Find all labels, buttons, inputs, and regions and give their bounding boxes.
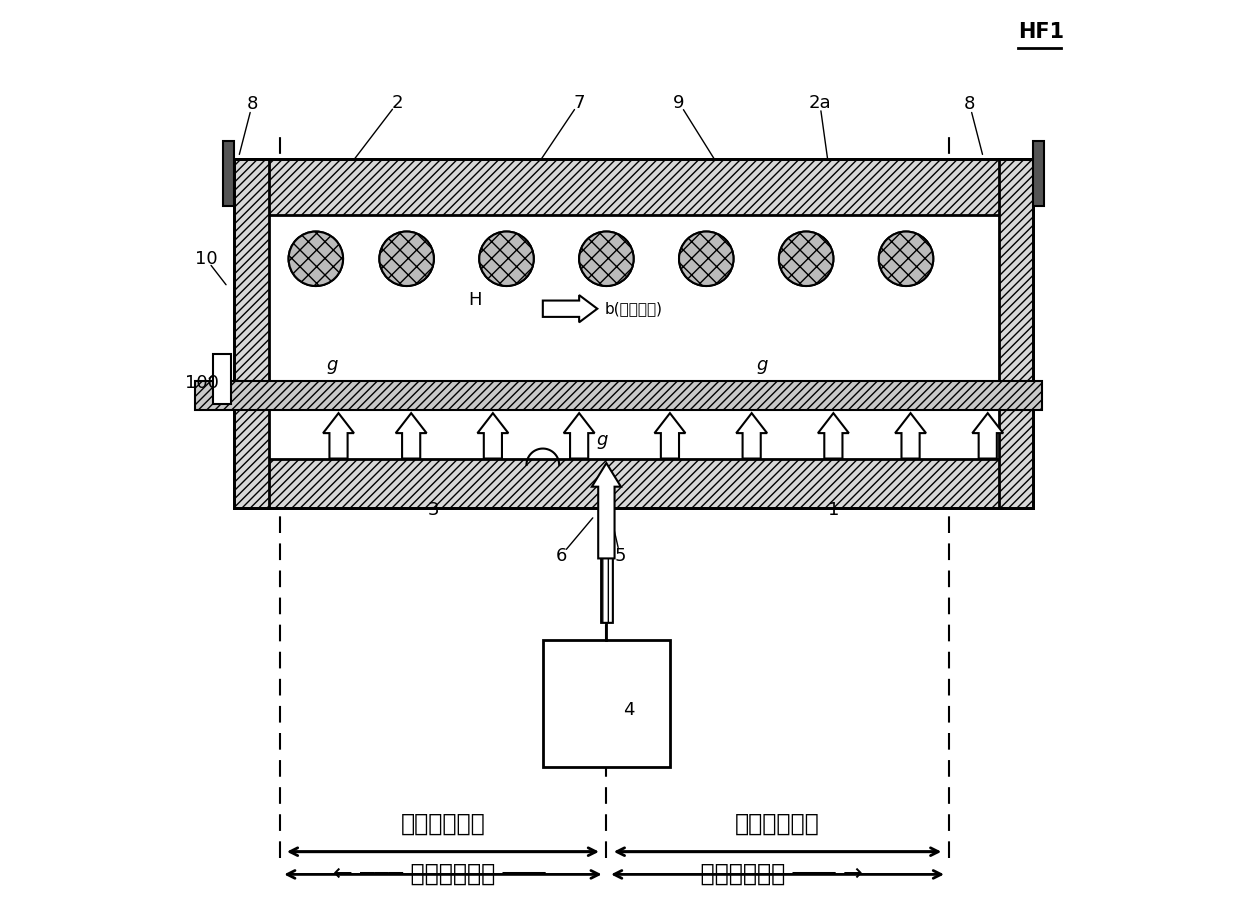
Text: 3: 3 (428, 501, 440, 519)
Text: b(输送方向): b(输送方向) (605, 301, 662, 316)
Text: g: g (326, 356, 337, 374)
FancyArrow shape (655, 413, 686, 459)
FancyArrow shape (543, 295, 598, 322)
FancyArrow shape (396, 413, 427, 459)
Text: 9: 9 (673, 94, 684, 112)
Bar (195, 381, 1042, 410)
FancyArrow shape (818, 413, 849, 459)
Text: 脱脂进行区域: 脱脂进行区域 (401, 812, 485, 835)
Circle shape (579, 232, 634, 286)
Circle shape (779, 232, 833, 286)
Text: 8: 8 (963, 95, 976, 114)
Circle shape (289, 232, 343, 286)
Text: 脱脂完成区域 ─── →: 脱脂完成区域 ─── → (693, 862, 862, 885)
FancyArrow shape (477, 413, 508, 459)
Circle shape (479, 232, 533, 286)
Text: g: g (596, 431, 608, 449)
Circle shape (879, 232, 934, 286)
Text: 7: 7 (573, 94, 585, 112)
Circle shape (379, 232, 434, 286)
Bar (269, 215, 998, 459)
Circle shape (379, 232, 434, 286)
Bar (223, 141, 234, 206)
Bar (601, 504, 611, 622)
Text: ← ─── 脱脂进行区域 ───: ← ─── 脱脂进行区域 ─── (332, 862, 553, 885)
Bar (234, 159, 1033, 215)
Circle shape (879, 232, 934, 286)
Text: 10: 10 (195, 250, 217, 268)
Text: 8: 8 (247, 95, 258, 114)
Text: 1: 1 (827, 501, 839, 519)
FancyArrow shape (591, 463, 621, 558)
FancyArrow shape (895, 413, 926, 459)
FancyArrow shape (737, 413, 768, 459)
Bar (543, 640, 670, 767)
Text: 100: 100 (186, 374, 219, 392)
Circle shape (579, 232, 634, 286)
Bar (234, 459, 1033, 508)
Text: 2a: 2a (808, 94, 831, 112)
Circle shape (680, 232, 734, 286)
Text: 脱脂完成区域: 脱脂完成区域 (735, 812, 820, 835)
Text: H: H (467, 291, 481, 309)
Circle shape (680, 232, 734, 286)
FancyArrow shape (564, 413, 594, 459)
Text: HF1: HF1 (1018, 22, 1064, 42)
Bar (234, 159, 269, 508)
Bar (213, 354, 232, 404)
Bar (601, 504, 611, 622)
Text: g: g (756, 356, 768, 374)
FancyArrow shape (324, 413, 353, 459)
Bar (1033, 141, 1044, 206)
Circle shape (479, 232, 533, 286)
Text: 4: 4 (624, 701, 635, 719)
Bar (998, 159, 1033, 508)
Text: 6: 6 (556, 547, 567, 565)
FancyArrow shape (972, 413, 1003, 459)
Text: 5: 5 (614, 547, 626, 565)
Circle shape (779, 232, 833, 286)
Bar (234, 159, 1033, 508)
Text: 2: 2 (392, 94, 403, 112)
Circle shape (289, 232, 343, 286)
